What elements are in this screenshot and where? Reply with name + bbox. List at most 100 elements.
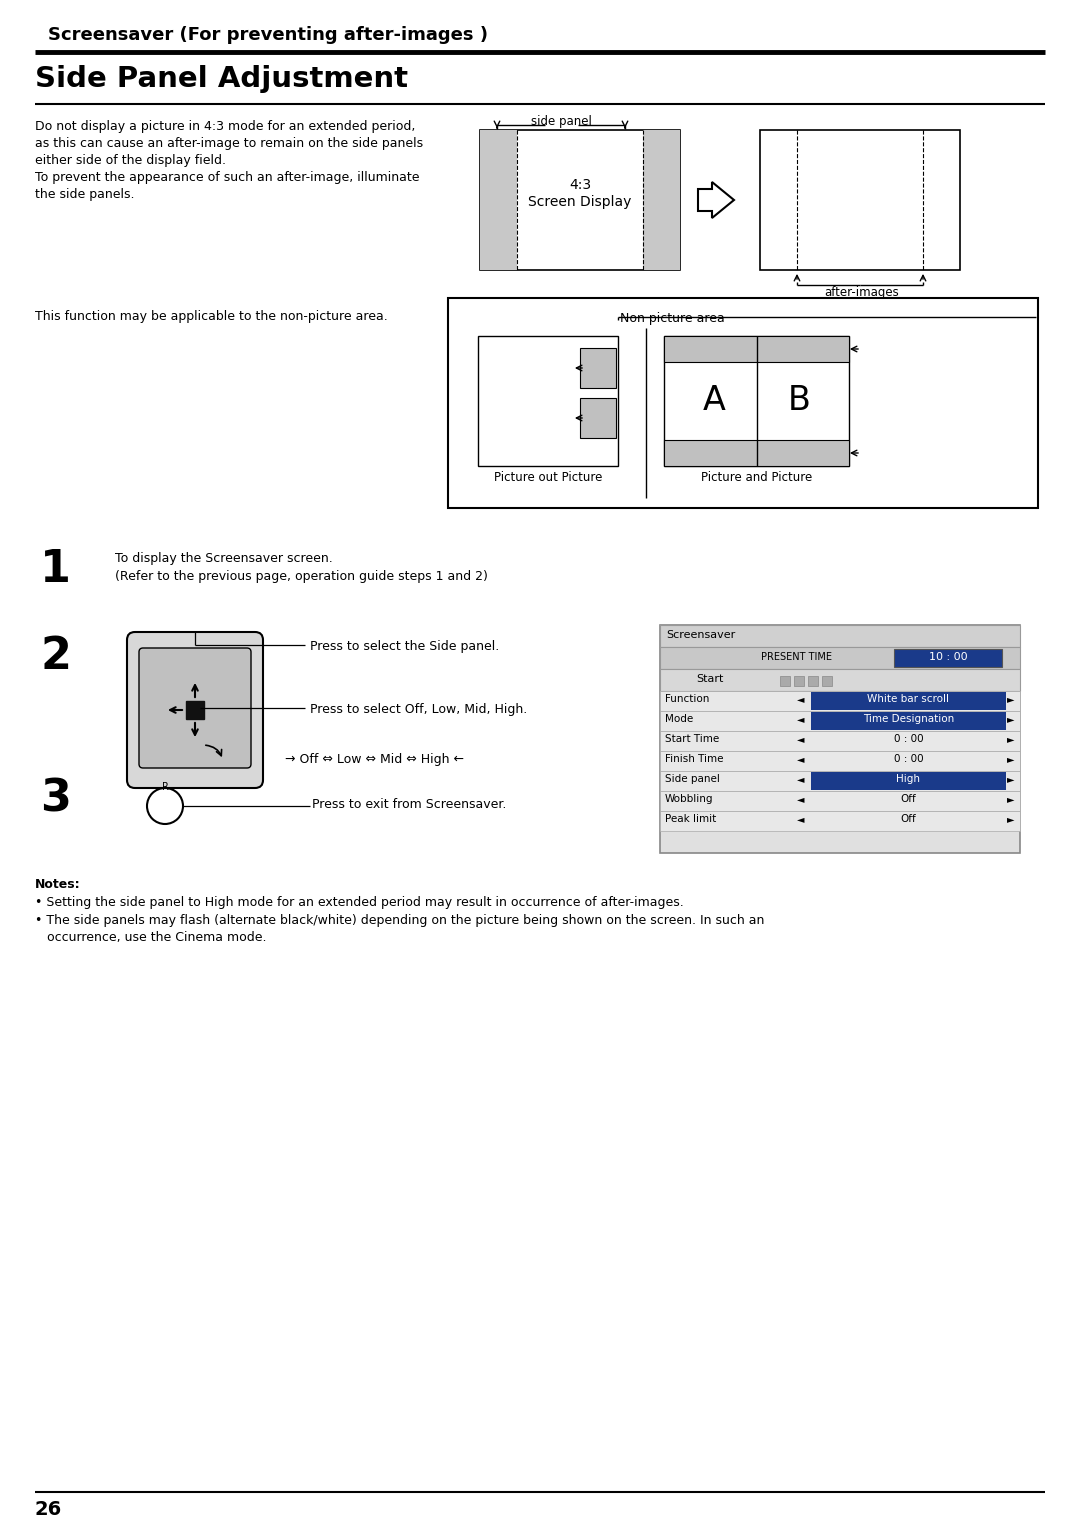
- Text: Start: Start: [697, 674, 724, 685]
- Text: ◄: ◄: [797, 753, 805, 764]
- Text: Screensaver: Screensaver: [666, 630, 735, 640]
- Text: Side panel: Side panel: [665, 775, 720, 784]
- Text: 1: 1: [40, 549, 71, 591]
- Text: Picture and Picture: Picture and Picture: [701, 471, 812, 484]
- Text: Peak limit: Peak limit: [665, 814, 716, 824]
- Text: Press to exit from Screensaver.: Press to exit from Screensaver.: [312, 798, 507, 811]
- Text: PRESENT TIME: PRESENT TIME: [761, 652, 833, 662]
- Bar: [186, 701, 204, 720]
- Text: High: High: [896, 775, 920, 784]
- Text: 26: 26: [35, 1500, 63, 1519]
- Bar: [794, 675, 804, 686]
- Text: Mode: Mode: [665, 714, 693, 724]
- Bar: [580, 348, 616, 388]
- Bar: [480, 130, 517, 270]
- Bar: [660, 730, 1020, 750]
- Text: ◄: ◄: [797, 814, 805, 824]
- Bar: [660, 750, 1020, 772]
- Text: To prevent the appearance of such an after-image, illuminate: To prevent the appearance of such an aft…: [35, 171, 419, 183]
- Text: → Off ⇔ Low ⇔ Mid ⇔ High ←: → Off ⇔ Low ⇔ Mid ⇔ High ←: [285, 753, 464, 766]
- FancyBboxPatch shape: [139, 648, 251, 769]
- Text: 10 : 00: 10 : 00: [929, 652, 968, 662]
- Text: This function may be applicable to the non-picture area.: This function may be applicable to the n…: [35, 310, 388, 322]
- Text: 3: 3: [40, 778, 71, 821]
- FancyBboxPatch shape: [676, 669, 745, 691]
- Bar: [664, 440, 849, 466]
- Text: A: A: [702, 385, 726, 417]
- Text: B: B: [787, 385, 810, 417]
- Bar: [894, 649, 1002, 668]
- Bar: [811, 712, 1005, 730]
- Text: Off: Off: [901, 795, 916, 804]
- Text: ►: ►: [1007, 733, 1014, 744]
- Bar: [643, 130, 680, 270]
- Text: 0 : 00: 0 : 00: [893, 753, 923, 764]
- Text: the side panels.: the side panels.: [35, 188, 135, 202]
- Text: Function: Function: [665, 694, 710, 704]
- Bar: [660, 691, 1020, 711]
- Text: (Refer to the previous page, operation guide steps 1 and 2): (Refer to the previous page, operation g…: [114, 570, 488, 584]
- Bar: [480, 130, 680, 270]
- Text: 2: 2: [40, 636, 71, 678]
- Text: ◄: ◄: [797, 733, 805, 744]
- Text: R: R: [162, 782, 168, 792]
- Bar: [660, 772, 1020, 792]
- Text: Press to select Off, Low, Mid, High.: Press to select Off, Low, Mid, High.: [310, 703, 527, 717]
- Text: ►: ►: [1007, 714, 1014, 724]
- Bar: [664, 336, 849, 362]
- Bar: [822, 675, 832, 686]
- Text: either side of the display field.: either side of the display field.: [35, 154, 226, 167]
- Bar: [580, 397, 616, 439]
- Bar: [660, 792, 1020, 811]
- Text: • Setting the side panel to High mode for an extended period may result in occur: • Setting the side panel to High mode fo…: [35, 895, 684, 909]
- Text: • The side panels may flash (alternate black/white) depending on the picture bei: • The side panels may flash (alternate b…: [35, 914, 765, 927]
- Bar: [660, 811, 1020, 831]
- Bar: [478, 336, 618, 466]
- Text: Screen Display: Screen Display: [528, 196, 632, 209]
- Bar: [280, 640, 610, 770]
- Text: White bar scroll: White bar scroll: [867, 694, 949, 704]
- Bar: [660, 625, 1020, 853]
- Bar: [664, 336, 849, 466]
- Text: ►: ►: [1007, 775, 1014, 784]
- Text: Off: Off: [901, 814, 916, 824]
- Text: ►: ►: [1007, 795, 1014, 804]
- Text: as this can cause an after-image to remain on the side panels: as this can cause an after-image to rema…: [35, 138, 423, 150]
- Bar: [760, 130, 960, 270]
- Text: To display the Screensaver screen.: To display the Screensaver screen.: [114, 552, 333, 565]
- Bar: [448, 298, 1038, 507]
- Bar: [660, 646, 1020, 669]
- Text: occurrence, use the Cinema mode.: occurrence, use the Cinema mode.: [35, 931, 267, 944]
- Bar: [660, 711, 1020, 730]
- Text: ◄: ◄: [797, 775, 805, 784]
- Text: Wobbling: Wobbling: [665, 795, 714, 804]
- Text: ◄: ◄: [797, 694, 805, 704]
- Text: ◄: ◄: [797, 714, 805, 724]
- Bar: [660, 625, 1020, 646]
- Text: Finish Time: Finish Time: [665, 753, 724, 764]
- Bar: [811, 692, 1005, 711]
- FancyBboxPatch shape: [127, 633, 264, 788]
- Text: ►: ►: [1007, 814, 1014, 824]
- Text: Press to select the Side panel.: Press to select the Side panel.: [310, 640, 499, 652]
- Text: ◄: ◄: [797, 795, 805, 804]
- Text: Time Designation: Time Designation: [863, 714, 954, 724]
- Text: Screensaver (For preventing after-images ): Screensaver (For preventing after-images…: [48, 26, 488, 44]
- Text: Start Time: Start Time: [665, 733, 719, 744]
- Text: 4:3: 4:3: [569, 177, 591, 193]
- Text: Side Panel Adjustment: Side Panel Adjustment: [35, 66, 408, 93]
- Text: side panel: side panel: [530, 115, 592, 128]
- Text: Notes:: Notes:: [35, 879, 81, 891]
- Bar: [808, 675, 818, 686]
- Text: after-images: after-images: [825, 286, 900, 299]
- Bar: [660, 669, 1020, 691]
- Text: Do not display a picture in 4:3 mode for an extended period,: Do not display a picture in 4:3 mode for…: [35, 121, 416, 133]
- Text: ►: ►: [1007, 753, 1014, 764]
- Text: 0 : 00: 0 : 00: [893, 733, 923, 744]
- Bar: [780, 675, 789, 686]
- FancyArrow shape: [698, 182, 734, 219]
- Text: Picture out Picture: Picture out Picture: [494, 471, 603, 484]
- Bar: [811, 772, 1005, 790]
- Text: ►: ►: [1007, 694, 1014, 704]
- Text: Non picture area: Non picture area: [620, 312, 725, 325]
